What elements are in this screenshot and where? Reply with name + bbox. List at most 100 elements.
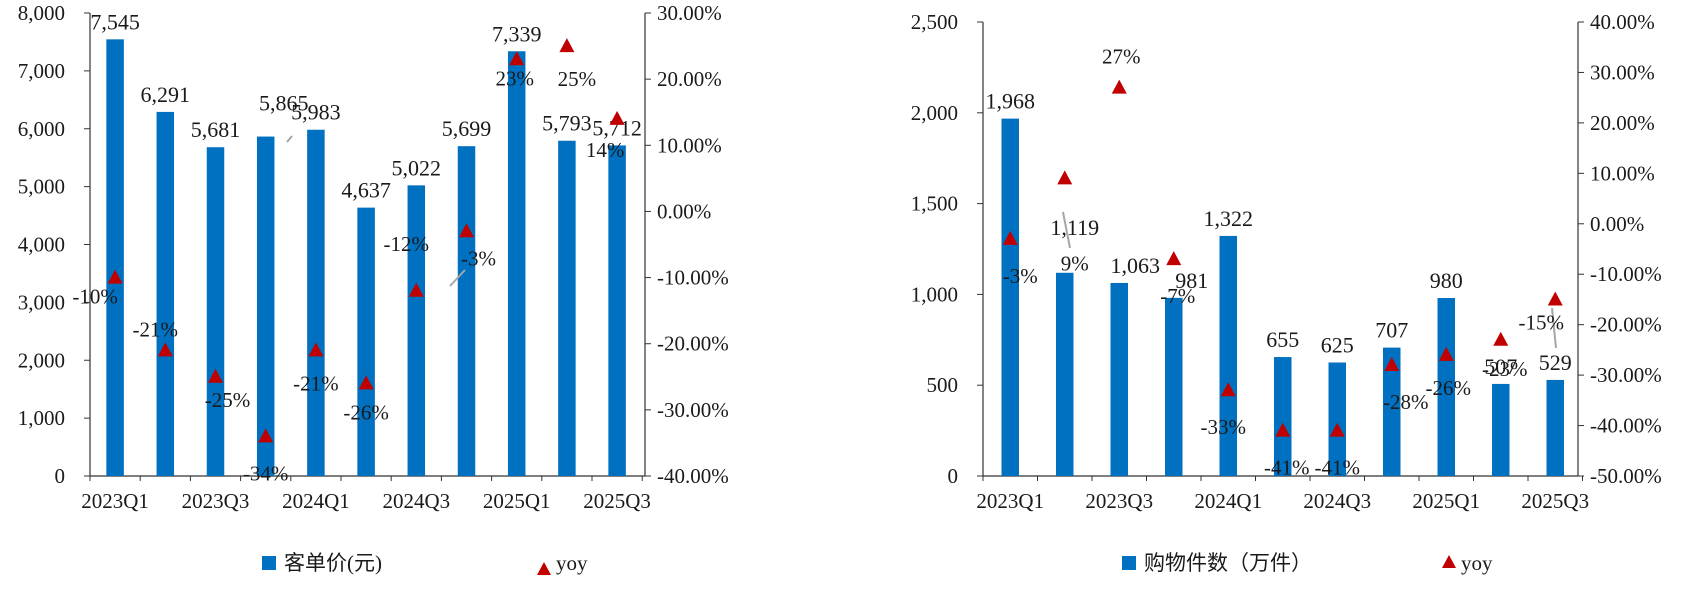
x-tick-label: 2025Q3 — [1521, 489, 1589, 513]
label-leader-line — [286, 135, 293, 143]
bar — [507, 51, 526, 477]
yoy-marker — [1547, 291, 1563, 306]
yoy-data-label: -25% — [205, 388, 251, 412]
left-tick-label: 3,000 — [18, 290, 65, 314]
x-tick-label: 2024Q1 — [282, 489, 350, 513]
bar-data-label: 981 — [1175, 268, 1208, 293]
yoy-data-label: 25% — [558, 67, 597, 91]
yoy-marker — [1057, 170, 1073, 185]
bar-data-label: 5,681 — [191, 117, 241, 142]
left-tick-label: 6,000 — [18, 117, 65, 141]
yoy-marker — [1329, 422, 1345, 437]
left-tick-label: 0 — [948, 464, 959, 488]
bar — [1437, 298, 1455, 476]
left-tick-label: 5,000 — [18, 175, 65, 199]
yoy-marker — [358, 375, 374, 390]
right-tick-label: -20.00% — [657, 332, 729, 356]
bar — [307, 129, 325, 476]
right-tick-label: 20.00% — [1590, 111, 1655, 135]
bar — [1328, 362, 1346, 476]
legend-yoy-label: yoy — [556, 551, 588, 575]
left-tick-label: 1,000 — [18, 406, 65, 430]
legend-bar-label: 客单价(元) — [284, 551, 382, 575]
bar — [457, 146, 476, 476]
legend-bar-swatch — [1122, 556, 1136, 570]
bar-data-label: 1,119 — [1050, 215, 1099, 240]
chart-items-purchased: 0 500 1,000 1,500 2,000 2,500 -50.00% -40.00% -3… — [911, 10, 1662, 575]
x-tick-label: 2025Q3 — [583, 489, 651, 513]
yoy-marker — [559, 38, 575, 53]
bar — [1274, 357, 1292, 476]
left-tick-label: 2,000 — [911, 101, 958, 125]
left-tick-label: 500 — [927, 373, 959, 397]
right-tick-label: 10.00% — [657, 133, 722, 157]
yoy-data-label: -41% — [1315, 456, 1361, 480]
yoy-data-label: -34% — [243, 461, 289, 485]
bar — [206, 147, 225, 476]
left-tick-label: 2,000 — [18, 348, 65, 372]
yoy-marker — [459, 223, 474, 238]
bar — [1492, 383, 1510, 476]
right-tick-label: -20.00% — [1590, 313, 1662, 337]
bar-data-label: 7,545 — [90, 9, 140, 34]
label-leader-line — [449, 269, 466, 287]
yoy-data-label: 27% — [1102, 45, 1141, 69]
bar-data-label: 1,968 — [986, 89, 1036, 114]
right-tick-label: 10.00% — [1590, 161, 1655, 185]
x-tick-label: 2023Q1 — [976, 489, 1044, 513]
yoy-marker — [208, 368, 223, 383]
bar-data-label: 7,339 — [492, 21, 542, 46]
yoy-data-label: 14% — [586, 138, 625, 162]
chart-average-order-value: 0 1,000 2,000 3,000 4,000 5,000 6,000 7,000 8,00… — [18, 1, 729, 575]
left-tick-label: 0 — [55, 464, 66, 488]
bar — [256, 136, 275, 477]
yoy-data-label: -3% — [461, 246, 496, 270]
yoy-marker — [258, 428, 274, 443]
right-tick-label: -10.00% — [657, 266, 729, 290]
yoy-data-label: -33% — [1201, 415, 1247, 439]
label-leader-line — [1551, 307, 1557, 349]
bar-data-label: 5,022 — [392, 155, 442, 180]
x-tick-label: 2023Q3 — [1085, 489, 1153, 513]
bar — [1219, 235, 1237, 476]
bar-data-label: 980 — [1430, 268, 1463, 293]
x-tick-label: 2024Q3 — [382, 489, 450, 513]
bar-data-label: 1,322 — [1204, 206, 1254, 231]
bar — [608, 145, 626, 476]
right-tick-label: -10.00% — [1590, 262, 1662, 286]
legend-yoy-swatch — [1442, 555, 1456, 568]
right-tick-label: 0.00% — [1590, 212, 1644, 236]
left-tick-label: 1,000 — [911, 282, 958, 306]
bar — [1165, 297, 1183, 476]
bar — [357, 207, 375, 477]
bar — [558, 140, 576, 477]
yoy-marker — [1438, 346, 1454, 361]
bar — [1110, 282, 1128, 476]
left-tick-label: 7,000 — [18, 59, 65, 83]
bar — [1546, 379, 1564, 476]
left-tick-label: 1,500 — [911, 192, 958, 216]
yoy-data-label: -7% — [1160, 284, 1195, 308]
bar — [1056, 272, 1074, 476]
right-tick-label: -30.00% — [1590, 363, 1662, 387]
right-tick-label: 40.00% — [1590, 10, 1655, 34]
right-tick-label: 20.00% — [657, 67, 722, 91]
yoy-data-label: -3% — [1003, 264, 1038, 288]
right-tick-label: 30.00% — [1590, 60, 1655, 84]
bar-data-label: 4,637 — [341, 178, 391, 203]
bar — [1383, 347, 1401, 476]
right-tick-label: -50.00% — [1590, 464, 1662, 488]
yoy-marker — [1166, 251, 1182, 266]
bar-data-label: 1,063 — [1111, 253, 1161, 278]
bar-data-label: 707 — [1375, 318, 1408, 343]
x-tick-label: 2025Q1 — [483, 489, 551, 513]
yoy-marker — [1493, 331, 1509, 346]
bar-data-label: 625 — [1321, 333, 1354, 358]
yoy-marker — [107, 269, 123, 284]
yoy-data-label: -26% — [1426, 376, 1472, 400]
yoy-marker — [1111, 79, 1127, 94]
bar — [106, 39, 124, 476]
legend-bar-label: 购物件数（万件） — [1144, 551, 1312, 575]
bar-data-label: 5,983 — [291, 100, 341, 125]
